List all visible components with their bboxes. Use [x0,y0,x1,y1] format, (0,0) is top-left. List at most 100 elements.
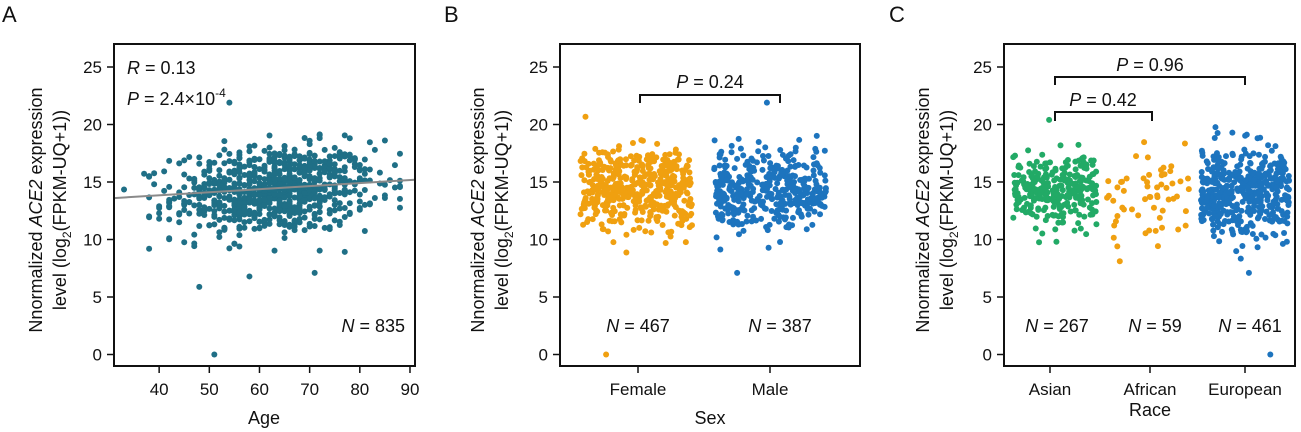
panel-b-point-male [711,166,718,173]
panel-b-point-female [659,207,666,214]
panel-b-point-male [748,155,755,162]
panel-b-point-male [800,192,807,199]
panel-a-point [196,222,203,229]
panel-c-point-african [1163,184,1170,191]
panel-c-xlabel: Race [1129,400,1171,420]
panel-c-point-asian [1036,239,1043,246]
panel-c-point-asian [1072,174,1079,181]
panel-a-point [361,186,368,193]
panel-c-n-label-asian: N = 267 [1025,316,1089,336]
panel-a-point [211,213,218,220]
panel-b-point-male [716,182,723,189]
panel-c-point-european [1285,173,1292,180]
panel-a-point [346,135,353,142]
panel-c-point-european [1284,213,1291,220]
panel-c-point-european [1215,194,1222,201]
panel-c: C Nnormalized ACE2 expression level (log… [889,2,1296,420]
panel-a-point [206,179,213,186]
panel-c-point-asian [1065,203,1072,210]
panel-b-point-male [768,208,775,215]
panel-b-point-female [625,184,632,191]
panel-a-point [316,203,323,210]
panel-a-point [146,173,153,180]
panel-c-point-european [1221,218,1228,225]
panel-c-point-asian [1042,204,1049,211]
panel-b-point-male [764,185,771,192]
panel-a-point [301,208,308,215]
panel-a-point [256,211,263,218]
panel-a-ytick-label: 25 [83,58,102,77]
panel-c-point-european [1242,177,1249,184]
panel-c-point-european [1224,211,1231,218]
panel-c-point-european [1267,162,1274,169]
panel-a-point [326,173,333,180]
panel-b-point-female [610,239,617,246]
panel-a-point [316,186,323,193]
panel-a-point [221,177,228,184]
panel-b-point-female [608,196,615,203]
panel-b-point-female [677,189,684,196]
panel-a-point [286,207,293,214]
panel-a-point [291,217,298,224]
panel-a-point [251,209,258,216]
panel-c-point-european [1223,153,1230,160]
panel-b-point-female [675,156,682,163]
panel-c-point-asian [1049,169,1056,176]
panel-b-point-male [761,205,768,212]
panel-b-point-female [638,217,645,224]
panel-b-point-female [659,221,666,228]
panel-b-point-male [713,234,720,241]
panel-c-point-european [1212,124,1219,131]
panel-a-point [271,176,278,183]
panel-c-point-european [1219,185,1226,192]
panel-a-point [351,156,358,163]
panel-c-point-european [1200,179,1207,186]
panel-a-point [321,146,328,153]
panel-c-point-african [1144,179,1151,186]
panel-c-point-african [1133,153,1140,160]
panel-b-ytick-label: 25 [529,58,548,77]
panel-b-point-female [585,168,592,175]
panel-b-p-value: P = 0.24 [676,72,744,92]
panel-b-point-male [795,207,802,214]
panel-b-point-female [632,209,639,216]
panel-c-point-african [1150,204,1157,211]
panel-a-point [306,173,313,180]
panel-c-point-european [1225,169,1232,176]
panel-a-point [216,172,223,179]
panel-b-point-female [676,207,683,214]
panel-c-point-asian [1077,162,1084,169]
panel-b-point-female [581,177,588,184]
panel-c-point-european [1243,131,1250,138]
panel-a-point [166,236,173,243]
panel-c-point-asian [1037,163,1044,170]
panel-c-point-african [1146,171,1153,178]
panel-b-point-female [673,166,680,173]
panel-a-point [221,194,228,201]
panel-c-point-european [1204,194,1211,201]
panel-c-point-european [1198,197,1205,204]
panel-c-point-european [1216,238,1223,245]
panel-a-point [356,167,363,174]
panel-b-point-female [622,156,629,163]
panel-b-point-male [798,199,805,206]
panel-a-point [236,190,243,197]
panel-c-point-asian [1066,171,1073,178]
panel-c-point-asian [1059,171,1066,178]
panel-a-ylabel-line2: level (log2(FPKM-UQ+1)) [50,110,74,310]
panel-a-point [326,160,333,167]
panel-a-n-label: N = 835 [341,316,405,336]
panel-c-point-african [1185,175,1192,182]
panel-c-point-african [1161,171,1168,178]
panel-b-point-male [760,157,767,164]
panel-c-point-asian [1075,193,1082,200]
panel-a-point [276,214,283,221]
panel-a-point [306,149,313,156]
panel-c-point-european [1210,153,1217,160]
panel-a-point [346,209,353,216]
panel-a-point [231,183,238,190]
panel-a-point [226,196,233,203]
panel-c-point-european [1265,192,1272,199]
panel-c-point-asian [1012,192,1019,199]
panel-c-point-asian [1070,190,1077,197]
